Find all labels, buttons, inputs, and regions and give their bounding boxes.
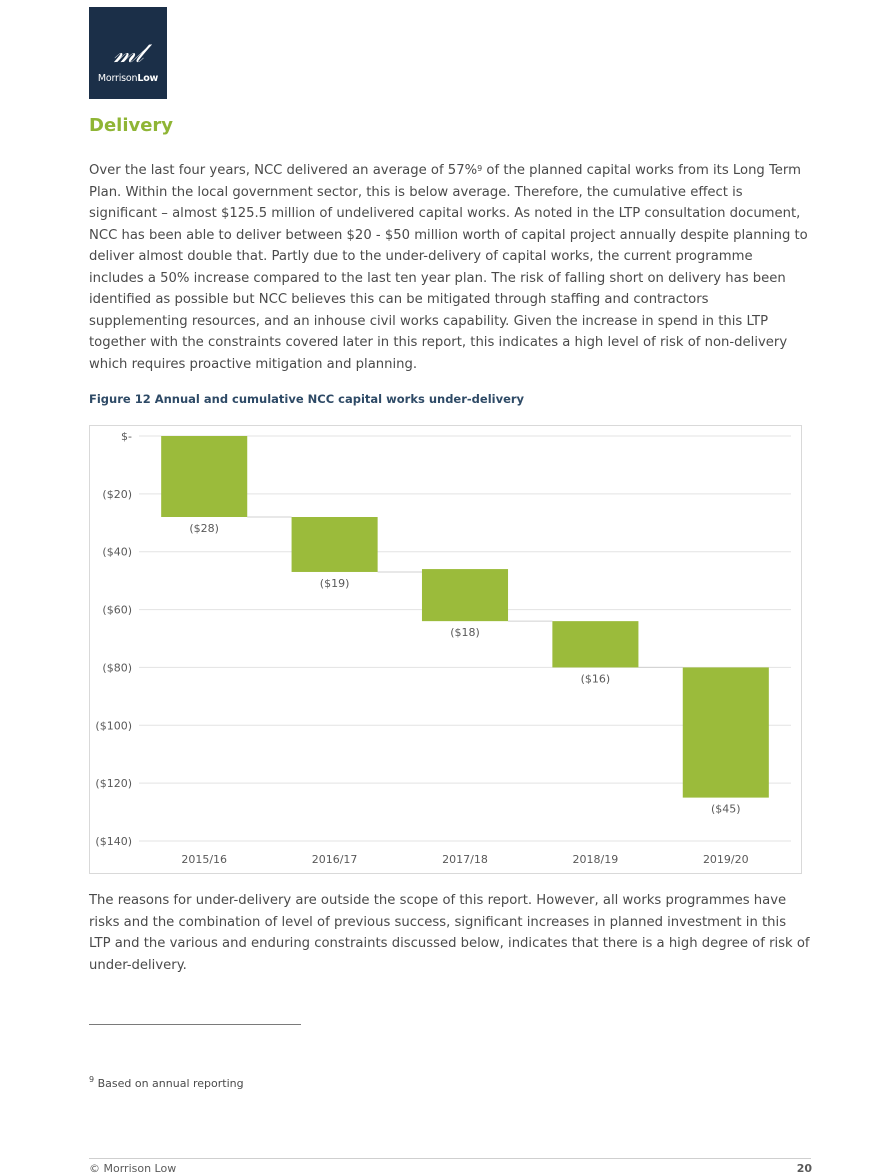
section-heading: Delivery (89, 115, 174, 136)
footnote-separator (89, 1024, 301, 1025)
waterfall-chart: $- ($20) ($40) ($60) ($80) ($100) ($120) ($140)… (89, 425, 802, 874)
body-paragraph-1: Over the last four years, NCC delivered … (89, 160, 811, 375)
y-tick-label: ($100) (95, 719, 132, 732)
data-label: ($19) (320, 577, 350, 590)
logo-word-bold: Low (137, 73, 159, 84)
x-tick-label: 2015/16 (181, 853, 227, 866)
bar-2019/20 (682, 667, 769, 798)
y-axis-tick-labels: $- ($20) ($40) ($60) ($80) ($100) ($120) ($140) (95, 430, 132, 848)
chart-gridlines (139, 435, 791, 842)
footnote: 9 Based on annual reporting (89, 1075, 244, 1090)
data-label: ($18) (450, 626, 480, 639)
x-tick-label: 2019/20 (703, 853, 749, 866)
page-number: 20 (796, 1162, 812, 1175)
bar-2016/17 (291, 517, 378, 572)
para1-text-a: Over the last four years, NCC delivered … (89, 163, 478, 178)
x-axis-tick-labels: 2015/16 2016/17 2017/18 2018/19 2019/20 (181, 853, 748, 866)
footer-copyright: © Morrison Low (89, 1162, 177, 1175)
y-tick-label: ($120) (95, 777, 132, 790)
figure-caption: Figure 12 Annual and cumulative NCC capi… (89, 392, 525, 406)
logo-mark: 𝓂𝓁 (113, 39, 144, 69)
footnote-ref: 9 (477, 164, 483, 173)
bar-2017/18 (421, 569, 509, 622)
footer-rule (89, 1158, 811, 1159)
morrison-low-logo: 𝓂𝓁 MorrisonLow (89, 7, 167, 99)
logo-wordmark: MorrisonLow (89, 73, 167, 84)
data-label: ($45) (711, 803, 741, 816)
x-tick-label: 2017/18 (442, 853, 488, 866)
y-tick-label: $- (121, 430, 132, 443)
x-tick-label: 2016/17 (312, 853, 358, 866)
chart-bars (161, 436, 769, 798)
footnote-number: 9 (89, 1075, 95, 1084)
y-tick-label: ($60) (102, 604, 132, 617)
logo-word-plain: Morrison (97, 73, 138, 84)
chart-connectors (247, 516, 683, 668)
bar-2015/16 (161, 436, 248, 517)
footnote-text: Based on annual reporting (94, 1077, 244, 1090)
data-label: ($28) (189, 522, 219, 535)
data-label: ($16) (581, 672, 611, 685)
para1-text-b: of the planned capital works from its Lo… (89, 163, 808, 372)
y-tick-label: ($140) (95, 835, 132, 848)
body-paragraph-2: The reasons for under-delivery are outsi… (89, 893, 810, 973)
y-tick-label: ($40) (102, 546, 132, 559)
bar-2018/19 (552, 621, 639, 668)
y-tick-label: ($80) (102, 661, 132, 674)
chart-data-labels: ($28) ($19) ($18) ($16) ($45) (189, 522, 740, 816)
y-tick-label: ($20) (102, 488, 132, 501)
x-tick-label: 2018/19 (573, 853, 619, 866)
